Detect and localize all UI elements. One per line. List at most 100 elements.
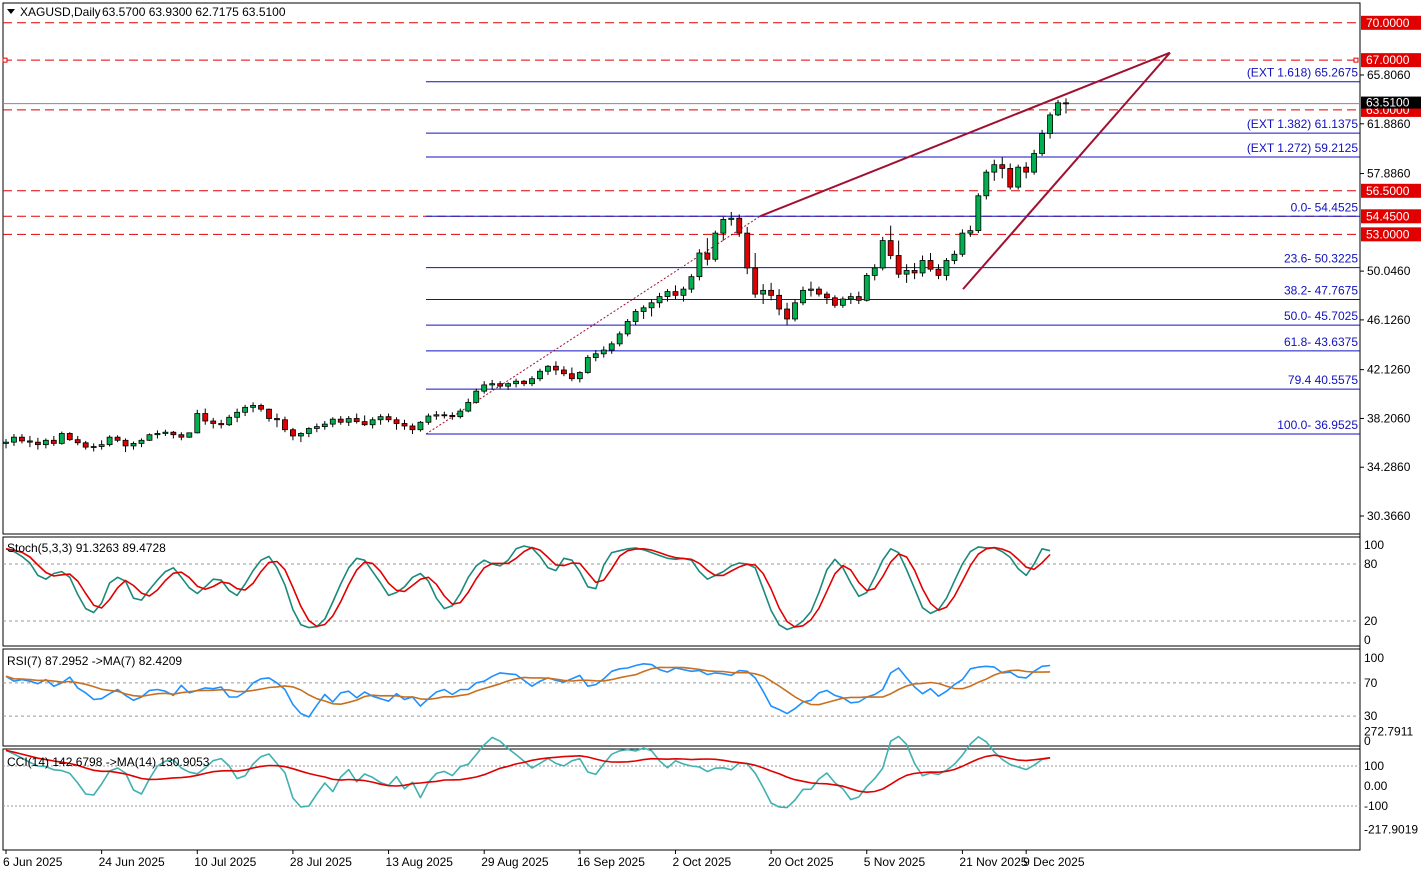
candle-body [744,232,751,269]
candle [393,417,400,430]
rsi-label: RSI(7) 87.2952 ->MA(7) 82.4209 [7,654,182,668]
candle [991,159,998,181]
candle [489,379,496,390]
candle-body [656,296,663,304]
candle [712,230,719,262]
candle-body [1047,114,1053,134]
fib-level-label: 38.2- 47.7675 [1284,283,1358,297]
price-scale-label: 38.2060 [1367,411,1411,425]
candle [704,238,711,266]
candle-body [847,296,854,300]
date-axis-label: 6 Jun 2025 [3,855,63,869]
cci-scale-label: 272.7911 [1364,724,1413,738]
candle-body [521,380,527,385]
candle [27,435,33,448]
candle-body [337,418,344,423]
candle [369,417,376,429]
candle-body [911,270,918,274]
candle [433,411,440,420]
candle [584,355,591,374]
candle [744,226,751,275]
candle [202,408,209,425]
candle-body [305,428,312,434]
candle-body [90,446,97,448]
candle-body [792,302,798,320]
upper-trend-line [759,51,1171,218]
candle-body [871,267,878,276]
date-axis-label: 29 Aug 2025 [481,855,549,869]
rsi-scale-label: 0 [1364,734,1371,748]
candle [959,229,966,257]
candle-body [250,405,256,408]
candle [752,253,759,298]
candle [74,435,81,446]
candle [847,292,854,305]
level-price-tag [1361,53,1421,68]
candle [513,378,519,388]
candle-body [11,436,17,443]
candle-body [1007,168,1014,188]
date-axis-label: 13 Aug 2025 [386,855,454,869]
candle-body [186,432,193,438]
candle [114,435,121,443]
candle-body [720,219,727,234]
candle-body [768,289,775,296]
candle-body [879,240,886,269]
candle [409,423,416,435]
date-axis-label: 5 Nov 2025 [864,855,926,869]
fib-level-label: 50.0- 45.7025 [1284,309,1358,323]
candle-body [98,444,105,447]
candle-body [919,260,926,274]
candle [178,432,185,441]
candle [210,417,217,429]
candle-body [831,297,838,306]
candle [1031,149,1038,175]
candle-body [951,253,958,261]
candle-body [1055,102,1061,116]
candle [170,430,177,439]
candle [800,286,806,306]
candle-body [19,436,25,442]
candle-body [887,240,894,256]
cci-ma-line [5,749,1051,794]
candle [11,434,17,446]
cci-main-line [5,735,1051,809]
candle-body [800,289,806,304]
cci-scale-label: 0.00 [1364,779,1388,793]
candle [258,403,264,412]
candle [242,404,249,417]
symbol-menu-triangle-icon[interactable] [7,9,15,14]
date-axis-label: 24 Jun 2025 [99,855,165,869]
candle [66,432,73,441]
candle-body [114,436,121,441]
candle-body [855,296,862,301]
candle-body [465,401,472,412]
candle-body [784,308,790,320]
rsi-scale-label: 70 [1364,676,1378,690]
candle-body [975,195,982,232]
candle-body [154,433,161,436]
candle [863,272,870,302]
candle [911,262,918,280]
candle-body [481,384,488,392]
candle-body [608,343,615,351]
symbol-label: XAGUSD,Daily [20,5,101,19]
price-scale-label: 50.0460 [1367,264,1411,278]
candle [465,398,472,413]
candle-body [927,260,934,270]
candle [58,431,65,445]
candle-body [290,429,296,437]
candle [154,430,161,439]
candle [808,281,814,297]
candle [1015,164,1022,190]
candle-body [297,433,304,437]
candle-body [50,439,57,444]
candle-body [441,414,448,417]
candle-body [991,164,998,173]
candle-body [178,434,185,438]
candle [760,284,767,305]
candle-body [266,408,272,419]
candle [417,421,424,432]
candle-body [839,298,846,306]
